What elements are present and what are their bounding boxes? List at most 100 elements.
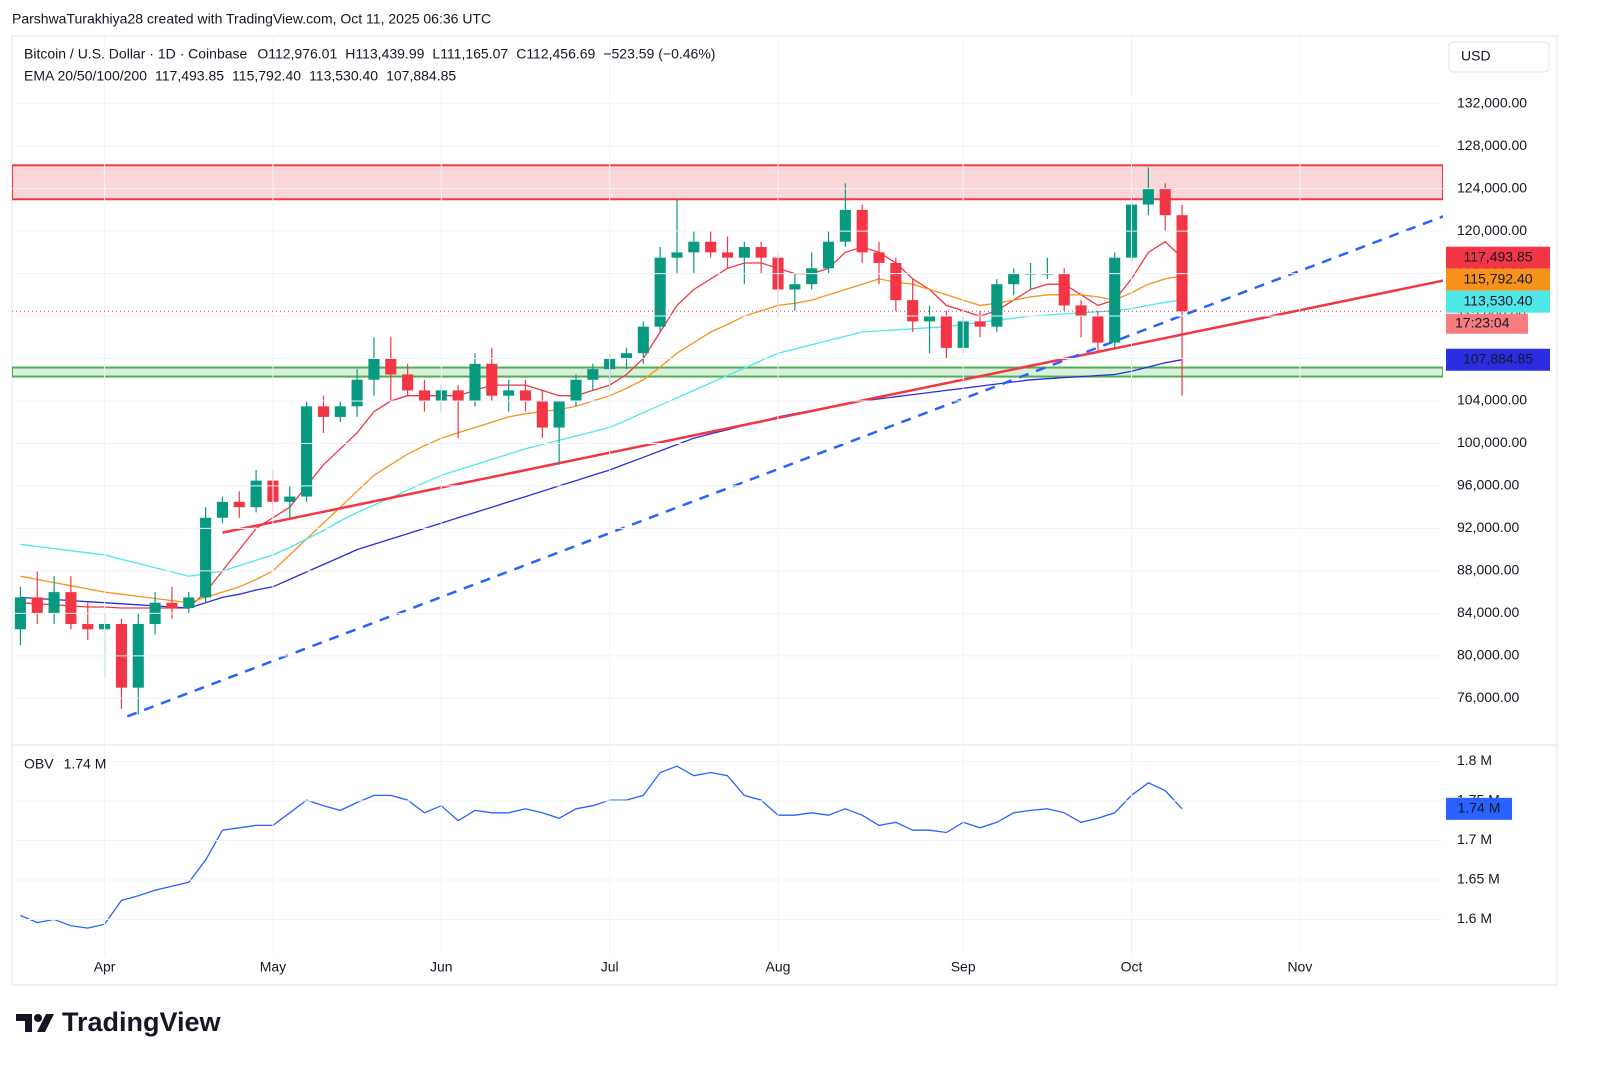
ema-value: 115,792.40 (232, 68, 301, 84)
x-tick-label: Oct (1121, 959, 1143, 975)
x-tick-label: Sep (951, 959, 976, 975)
ema-badge-label: 113,530.40 (1463, 292, 1532, 308)
y-tick-label: 88,000.00 (1457, 562, 1519, 578)
candle-body (82, 623, 94, 630)
currency-box[interactable] (1448, 41, 1550, 73)
trendline (222, 279, 1443, 534)
y-tick-label: 96,000.00 (1457, 477, 1519, 493)
y-tick-label: 76,000.00 (1457, 689, 1519, 705)
candle-body (233, 501, 245, 508)
ema-value: 113,530.40 (309, 68, 378, 84)
candle-body (1075, 305, 1087, 317)
y-tick-label: 132,000.00 (1457, 94, 1527, 110)
ohlc-key: H (345, 46, 355, 62)
title: Bitcoin / U.S. Dollar · 1D · Coinbase (24, 46, 248, 62)
candle-body (216, 501, 228, 518)
candle-body (1008, 273, 1020, 285)
candle-body (368, 358, 380, 380)
y-tick-label: 84,000.00 (1457, 604, 1519, 620)
candle-body (940, 316, 952, 348)
line-series (20, 359, 1183, 609)
logo-text: TradingView (62, 1007, 222, 1037)
logo-icon (16, 1014, 54, 1032)
candle-body (620, 353, 633, 359)
ema-badge (1446, 290, 1550, 313)
candle-body (688, 241, 700, 253)
ohlc-value: 111,165.07 (440, 46, 508, 62)
candle-body (1159, 188, 1171, 216)
line-series (20, 240, 1183, 609)
obv-pane (20, 765, 1183, 929)
candle-body (806, 268, 818, 285)
candle-body (486, 363, 498, 396)
y-tick-label: 100,000.00 (1457, 434, 1527, 450)
ema-value: 107,884.85 (386, 68, 456, 84)
candle-body (200, 517, 212, 598)
candle-body (637, 326, 649, 354)
candle-body (654, 257, 666, 327)
ema-badge-label: 117,493.85 (1463, 248, 1532, 264)
candle-body (301, 406, 313, 497)
credit: ParshwaTurakhiya28 created with TradingV… (12, 11, 491, 27)
candle-body (385, 358, 397, 375)
candle-body (822, 241, 835, 269)
candle-body (250, 480, 262, 508)
candle-body (873, 252, 885, 263)
overlay-label: EMA 20/50/100/200 (24, 68, 147, 84)
candle-body (738, 247, 750, 258)
candle-body (1092, 316, 1104, 343)
ema-badge (1446, 268, 1550, 291)
y-tick-label: 1.65 M (1457, 871, 1500, 887)
candle-body (65, 592, 77, 624)
candle-body (183, 597, 195, 609)
candle-body (923, 316, 936, 322)
ohlc-key: O (257, 46, 268, 62)
x-tick-label: May (260, 959, 286, 975)
y-tick-label: 104,000.00 (1457, 392, 1527, 408)
change: −523.59 (−0.46%) (603, 46, 715, 62)
y-tick-label: 1.7 M (1457, 831, 1492, 847)
obv-badge (1446, 797, 1512, 820)
candle-body (166, 602, 178, 609)
candle-body (553, 400, 565, 428)
line-series (20, 765, 1183, 929)
candle-body (284, 496, 296, 502)
candle-body (587, 369, 599, 380)
obv-value: 1.74 M (64, 756, 107, 772)
candle-body (705, 241, 717, 253)
candle-body (351, 379, 363, 407)
y-tick-label: 120,000.00 (1457, 222, 1527, 238)
candle-body (536, 400, 548, 428)
candle-body (317, 406, 330, 417)
y-tick-label: 1.8 M (1457, 752, 1492, 768)
candle-body (1109, 257, 1121, 343)
candle-body (991, 284, 1003, 327)
candle-body (755, 247, 767, 258)
x-tick-label: Nov (1287, 959, 1312, 975)
y-tick-label: 128,000.00 (1457, 137, 1527, 153)
candle-body (789, 284, 801, 290)
candle-body (469, 363, 481, 401)
ema-badge-label: 115,792.40 (1463, 270, 1532, 286)
candle-body (48, 592, 60, 614)
zone (12, 366, 1443, 378)
zone (12, 164, 1443, 201)
candle-body (334, 406, 346, 417)
ohlc-value: 112,456.69 (526, 46, 595, 62)
line-series (20, 275, 1183, 604)
candle-body (570, 379, 582, 401)
candle-body (1058, 273, 1070, 306)
x-tick-label: Apr (94, 959, 116, 975)
countdown: 17:23:04 (1455, 314, 1510, 330)
candle-body (974, 321, 986, 327)
candle-body (418, 390, 431, 401)
ema-badge (1446, 246, 1550, 269)
candle-body (452, 390, 464, 401)
candle-body (1142, 188, 1154, 205)
currency: USD (1461, 48, 1491, 64)
obv-title: OBV (24, 756, 54, 772)
obv-badge-label: 1.74 M (1458, 800, 1501, 816)
x-tick-label: Aug (766, 959, 791, 975)
